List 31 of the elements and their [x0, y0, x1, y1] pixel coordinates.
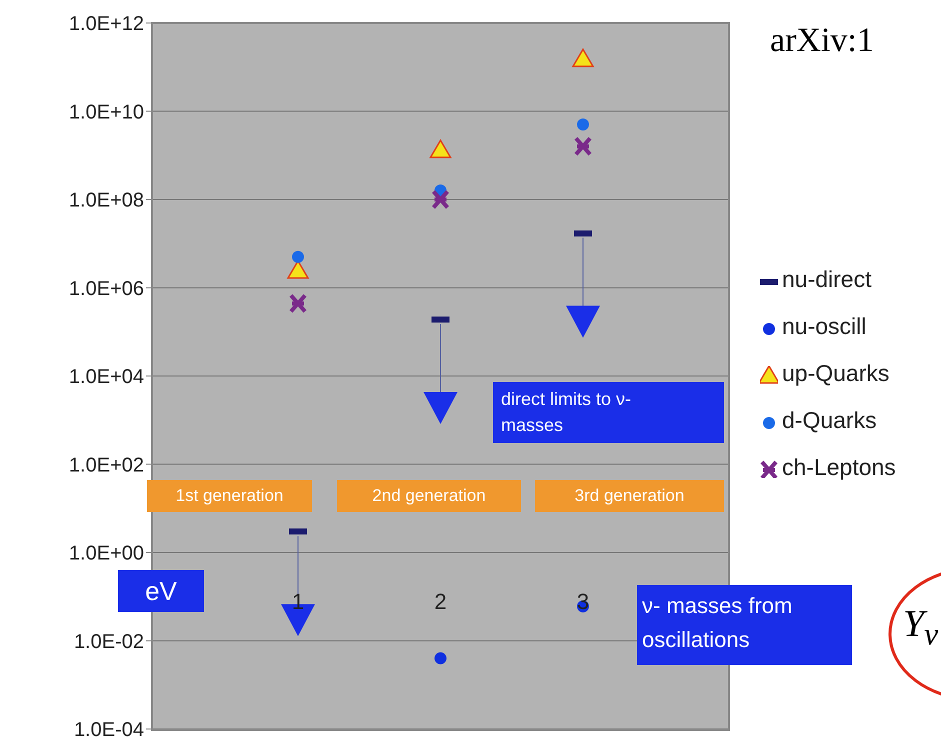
label-box: 2nd generation	[337, 480, 521, 512]
point	[434, 652, 446, 664]
y-tick-label: 1.0E-02	[74, 630, 144, 653]
y-tick-label: 1.0E+00	[68, 542, 144, 565]
text: arXiv:1	[770, 22, 874, 60]
point	[289, 293, 307, 314]
x-tick-label: 2	[434, 589, 447, 614]
point	[572, 48, 594, 68]
label-box: direct limits to ν-masses	[493, 382, 724, 443]
legend-label: nu-oscill	[781, 313, 868, 341]
y-tick-label: 1.0E+12	[68, 13, 144, 36]
legend-label: d-Quarks	[781, 407, 878, 435]
legend-label: ch-Leptons	[781, 454, 896, 482]
point	[577, 118, 589, 131]
y-tick-label: 1.0E-04	[74, 719, 144, 742]
point	[574, 136, 592, 156]
point	[292, 250, 304, 263]
y-tick-label: 1.0E+08	[68, 190, 144, 212]
point	[430, 140, 452, 158]
label-box: 3rd generation	[535, 480, 724, 512]
label-box: 1st generation	[147, 480, 312, 512]
text: Y$_{ν}$	[903, 602, 938, 653]
legend-label: up-Quarks	[781, 360, 890, 388]
label-box: eV	[118, 570, 204, 612]
y-tick-label: 1.0E+02	[68, 454, 144, 476]
legend-label: nu-direct	[781, 266, 872, 294]
label-box: ν- masses from oscillations	[637, 585, 852, 665]
y-tick-label: 1.0E+10	[68, 101, 144, 124]
point	[432, 190, 450, 210]
y-tick-label: 1.0E+06	[68, 278, 144, 300]
y-tick-label: 1.0E+04	[68, 366, 144, 388]
